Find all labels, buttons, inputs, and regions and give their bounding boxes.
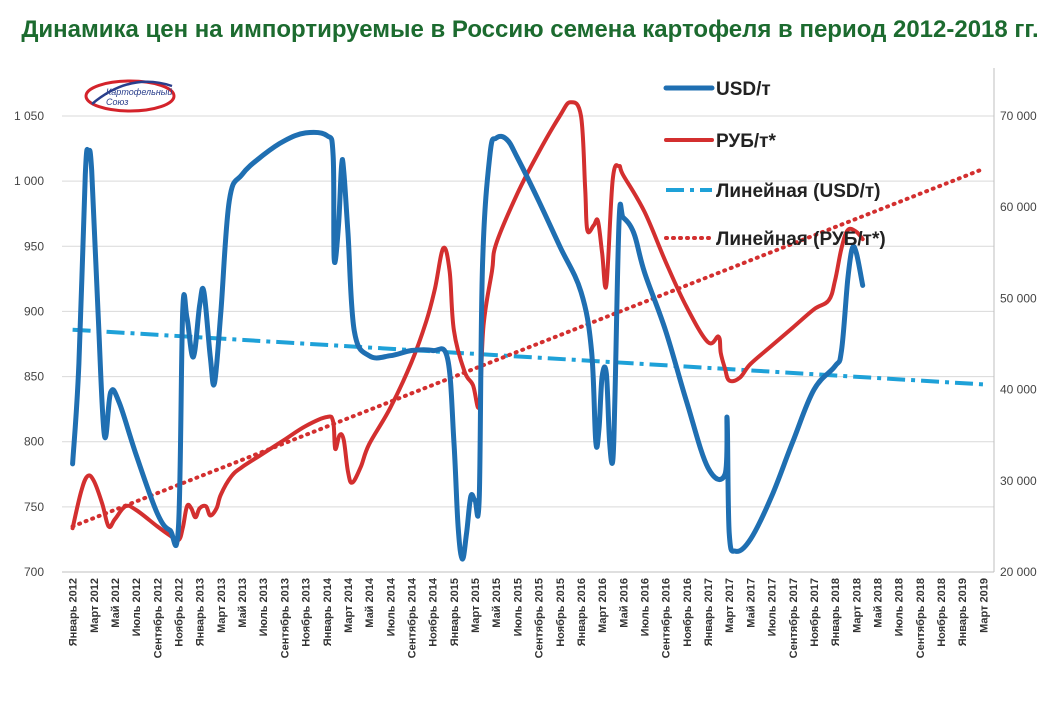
legend-label: Линейная (РУБ/т*) [716,229,886,250]
legend: USD/т РУБ/т* Линейная (USD/т) Линейная (РУБ… [663,79,886,250]
x-tick-label: Июль 2012 [131,578,143,636]
x-tick-label: Ноябрь 2013 [301,578,313,647]
series-usd-trend-line [72,327,984,387]
x-tick-label: Март 2015 [470,578,482,633]
x-tick-label: Январь 2018 [830,578,842,646]
x-tick-label: Ноябрь 2017 [809,578,821,647]
logo-text-line2: Союз [106,97,128,107]
x-tick-label: Сентябрь 2014 [407,577,419,658]
left-tick-label: 700 [24,565,44,579]
x-tick-label: Май 2016 [618,578,630,628]
plot-frame [62,68,995,573]
x-tick-label: Ноябрь 2016 [682,578,694,647]
x-tick-label: Март 2016 [597,578,609,633]
left-tick-label: 1 050 [14,109,44,123]
left-tick-label: 900 [24,304,44,318]
x-tick-label: Май 2012 [110,578,122,628]
legend-item-rub-trend: Линейная (РУБ/т*) [664,229,886,250]
x-tick-label: Май 2014 [364,577,376,628]
x-tick-label: Сентябрь 2012 [152,578,164,658]
left-tick-label: 1 000 [14,174,44,188]
x-tick-label: Ноябрь 2015 [555,578,567,647]
logo-swoosh-red [84,79,176,113]
x-tick-label: Сентябрь 2015 [534,578,546,658]
right-tick-label: 50 000 [1000,291,1037,305]
legend-item-usd: USD/т [663,79,771,100]
legend-label: Линейная (USD/т) [716,181,881,202]
left-axis-ticks: 700 750 800 850 900 950 1 000 1 050 [14,109,44,579]
x-tick-label: Май 2015 [491,578,503,628]
legend-item-usd-trend: Линейная (USD/т) [666,181,881,202]
x-tick-label: Январь 2016 [576,578,588,646]
right-tick-label: 20 000 [1000,565,1037,579]
x-tick-label: Май 2017 [745,578,757,628]
left-tick-label: 950 [24,239,44,253]
left-tick-label: 800 [24,435,44,449]
x-tick-label: Июль 2014 [385,577,397,636]
x-tick-label: Январь 2017 [703,578,715,646]
x-tick-label: Январь 2013 [195,578,207,646]
x-tick-label: Июль 2017 [767,578,779,636]
x-tick-label: Сентябрь 2013 [279,578,291,658]
x-tick-label: Июль 2015 [512,578,524,636]
chart-title: Динамика цен на импортируемые в Россию с… [21,16,1038,43]
logo-text-line1: Картофельный [106,87,172,97]
x-tick-label: Март 2013 [216,578,228,633]
x-tick-label: Май 2018 [873,578,885,628]
left-tick-label: 750 [24,500,44,514]
right-tick-label: 30 000 [1000,474,1037,488]
x-tick-label: Март 2019 [978,578,990,633]
x-tick-label: Ноябрь 2012 [174,578,186,647]
x-tick-label: Июль 2013 [258,578,270,636]
series-layer [70,100,986,562]
x-tick-label: Март 2012 [89,578,101,633]
x-axis-ticks: Январь 2012 Март 2012 Май 2012 Июль 2012 Сен… [68,577,991,658]
right-tick-label: 70 000 [1000,109,1037,123]
legend-item-rub: РУБ/т* [664,131,776,152]
right-axis-ticks: 20 000 30 000 40 000 50 000 60 000 70 000 [1000,109,1037,579]
kartofelny-soyuz-logo: Картофельный Союз [84,79,176,113]
x-tick-label: Июль 2018 [894,578,906,636]
series-rub-line [70,100,865,543]
x-tick-label: Март 2017 [724,578,736,633]
x-tick-label: Сентябрь 2017 [788,578,800,658]
series-rub-trend-line [70,166,986,529]
legend-label: РУБ/т* [716,131,776,152]
x-tick-label: Ноябрь 2014 [428,577,440,647]
x-tick-label: Июль 2016 [640,578,652,636]
x-tick-label: Март 2018 [851,578,863,633]
right-tick-label: 60 000 [1000,200,1037,214]
x-tick-label: Май 2013 [237,578,249,628]
x-tick-label: Январь 2014 [322,577,334,646]
x-tick-label: Ноябрь 2018 [936,578,948,647]
series-usd-line [70,129,866,562]
legend-label: USD/т [716,79,771,100]
x-tick-label: Март 2014 [343,577,355,633]
right-tick-label: 40 000 [1000,383,1037,397]
x-tick-label: Январь 2019 [957,578,969,646]
x-tick-label: Январь 2015 [449,578,461,646]
left-tick-label: 850 [24,370,44,384]
logo-swoosh-blue [91,80,173,105]
x-tick-label: Сентябрь 2018 [915,578,927,658]
x-tick-label: Январь 2012 [68,578,80,646]
x-tick-label: Сентябрь 2016 [661,578,673,658]
